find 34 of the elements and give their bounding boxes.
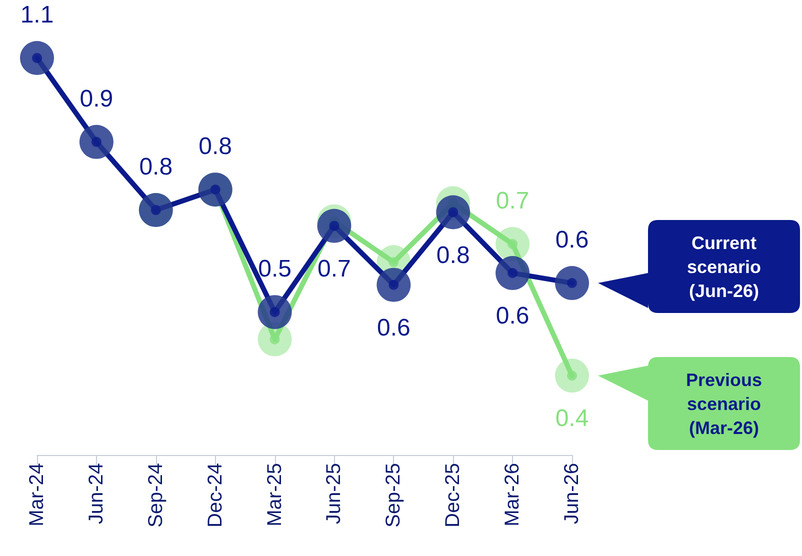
data-label: 0.4	[555, 405, 589, 432]
point	[555, 266, 589, 300]
x-tick-label: Jun-26	[561, 463, 583, 524]
x-tick-label: Dec-25	[442, 463, 464, 528]
data-label: 0.8	[436, 242, 470, 269]
data-label: 0.7	[496, 188, 530, 215]
point	[20, 41, 54, 75]
x-tick-label: Sep-25	[382, 463, 405, 528]
point	[555, 358, 589, 393]
x-tick-label: Mar-25	[264, 463, 286, 526]
point	[496, 227, 530, 262]
x-tick-label: Jun-24	[85, 463, 108, 524]
x-tick-label: Sep-24	[144, 463, 167, 528]
data-label: 0.8	[198, 133, 232, 160]
x-tick-label: Mar-24	[26, 463, 48, 526]
data-label: 0.6	[376, 314, 410, 342]
x-tick-label: Jun-25	[323, 463, 346, 524]
data-label: 0.9	[80, 85, 114, 112]
point	[79, 124, 114, 159]
text: Previous scenario (Mar-26)	[684, 368, 764, 440]
point	[436, 195, 470, 230]
point	[258, 295, 292, 330]
point	[376, 268, 411, 302]
data-label: 0.5	[258, 256, 292, 283]
text: Current scenario (Jun-26)	[686, 232, 762, 302]
data-label: 0.8	[139, 153, 173, 180]
data-label: 0.6	[555, 226, 589, 254]
point	[496, 256, 530, 290]
x-tick-label: Dec-24	[204, 463, 226, 528]
data-label: 0.6	[496, 302, 530, 330]
data-label: 0.7	[318, 255, 351, 282]
point	[317, 208, 352, 243]
x-tick-label: Mar-26	[502, 463, 524, 526]
data-label: 1.1	[20, 2, 54, 28]
